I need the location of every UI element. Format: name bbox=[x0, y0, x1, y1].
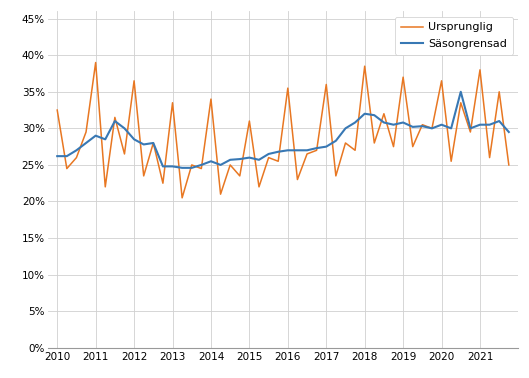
Säsongrensad bbox=[371, 113, 378, 118]
Ursprunglig bbox=[333, 174, 339, 178]
Säsongrensad bbox=[208, 159, 214, 164]
Säsongrensad bbox=[83, 141, 89, 145]
Ursprunglig bbox=[83, 130, 89, 134]
Ursprunglig bbox=[93, 60, 99, 65]
Säsongrensad bbox=[448, 126, 454, 131]
Ursprunglig bbox=[371, 141, 378, 145]
Ursprunglig bbox=[102, 184, 108, 189]
Ursprunglig bbox=[323, 82, 330, 87]
Säsongrensad bbox=[419, 124, 425, 129]
Ursprunglig bbox=[160, 181, 166, 186]
Säsongrensad bbox=[458, 90, 464, 94]
Ursprunglig bbox=[294, 177, 300, 182]
Säsongrensad bbox=[102, 137, 108, 142]
Ursprunglig bbox=[63, 166, 70, 171]
Säsongrensad bbox=[198, 163, 205, 167]
Säsongrensad bbox=[54, 154, 60, 158]
Ursprunglig bbox=[188, 163, 195, 167]
Säsongrensad bbox=[256, 158, 262, 162]
Ursprunglig bbox=[400, 75, 406, 79]
Säsongrensad bbox=[342, 126, 349, 131]
Ursprunglig bbox=[467, 130, 473, 134]
Säsongrensad bbox=[179, 166, 185, 170]
Ursprunglig bbox=[246, 119, 252, 123]
Säsongrensad bbox=[275, 149, 281, 154]
Säsongrensad bbox=[217, 163, 224, 167]
Ursprunglig bbox=[342, 141, 349, 145]
Säsongrensad bbox=[285, 148, 291, 153]
Säsongrensad bbox=[304, 148, 310, 153]
Ursprunglig bbox=[419, 122, 425, 127]
Säsongrensad bbox=[439, 122, 445, 127]
Ursprunglig bbox=[496, 90, 503, 94]
Legend: Ursprunglig, Säsongrensad: Ursprunglig, Säsongrensad bbox=[395, 17, 513, 55]
Line: Ursprunglig: Ursprunglig bbox=[57, 62, 509, 198]
Säsongrensad bbox=[188, 166, 195, 170]
Ursprunglig bbox=[477, 68, 483, 72]
Ursprunglig bbox=[429, 126, 435, 131]
Säsongrensad bbox=[409, 125, 416, 129]
Säsongrensad bbox=[160, 164, 166, 169]
Ursprunglig bbox=[141, 174, 147, 178]
Säsongrensad bbox=[352, 120, 358, 125]
Ursprunglig bbox=[169, 101, 176, 105]
Ursprunglig bbox=[217, 192, 224, 197]
Ursprunglig bbox=[54, 108, 60, 112]
Säsongrensad bbox=[236, 157, 243, 161]
Säsongrensad bbox=[496, 119, 503, 123]
Ursprunglig bbox=[439, 79, 445, 83]
Ursprunglig bbox=[390, 144, 397, 149]
Säsongrensad bbox=[63, 154, 70, 158]
Säsongrensad bbox=[400, 120, 406, 125]
Ursprunglig bbox=[73, 155, 79, 160]
Säsongrensad bbox=[333, 138, 339, 143]
Line: Säsongrensad: Säsongrensad bbox=[57, 92, 509, 168]
Säsongrensad bbox=[73, 148, 79, 153]
Ursprunglig bbox=[409, 144, 416, 149]
Ursprunglig bbox=[314, 148, 320, 153]
Säsongrensad bbox=[381, 120, 387, 125]
Ursprunglig bbox=[198, 166, 205, 171]
Ursprunglig bbox=[448, 159, 454, 164]
Ursprunglig bbox=[112, 115, 118, 120]
Säsongrensad bbox=[112, 119, 118, 123]
Säsongrensad bbox=[141, 142, 147, 147]
Ursprunglig bbox=[275, 159, 281, 164]
Säsongrensad bbox=[246, 155, 252, 160]
Ursprunglig bbox=[150, 141, 157, 145]
Ursprunglig bbox=[285, 86, 291, 90]
Säsongrensad bbox=[361, 112, 368, 116]
Säsongrensad bbox=[169, 164, 176, 169]
Ursprunglig bbox=[179, 195, 185, 200]
Ursprunglig bbox=[506, 163, 512, 167]
Säsongrensad bbox=[314, 146, 320, 150]
Ursprunglig bbox=[361, 64, 368, 68]
Säsongrensad bbox=[467, 126, 473, 131]
Säsongrensad bbox=[150, 141, 157, 145]
Ursprunglig bbox=[381, 112, 387, 116]
Säsongrensad bbox=[477, 122, 483, 127]
Säsongrensad bbox=[506, 130, 512, 134]
Säsongrensad bbox=[266, 152, 272, 156]
Säsongrensad bbox=[323, 144, 330, 149]
Säsongrensad bbox=[429, 126, 435, 131]
Ursprunglig bbox=[121, 152, 127, 156]
Ursprunglig bbox=[352, 148, 358, 153]
Säsongrensad bbox=[390, 122, 397, 127]
Ursprunglig bbox=[208, 97, 214, 101]
Ursprunglig bbox=[304, 152, 310, 156]
Säsongrensad bbox=[121, 126, 127, 131]
Ursprunglig bbox=[266, 155, 272, 160]
Ursprunglig bbox=[236, 174, 243, 178]
Säsongrensad bbox=[294, 148, 300, 153]
Ursprunglig bbox=[131, 79, 137, 83]
Ursprunglig bbox=[487, 155, 493, 160]
Säsongrensad bbox=[93, 133, 99, 138]
Ursprunglig bbox=[458, 101, 464, 105]
Ursprunglig bbox=[256, 184, 262, 189]
Säsongrensad bbox=[487, 122, 493, 127]
Ursprunglig bbox=[227, 163, 233, 167]
Säsongrensad bbox=[131, 137, 137, 142]
Säsongrensad bbox=[227, 158, 233, 162]
